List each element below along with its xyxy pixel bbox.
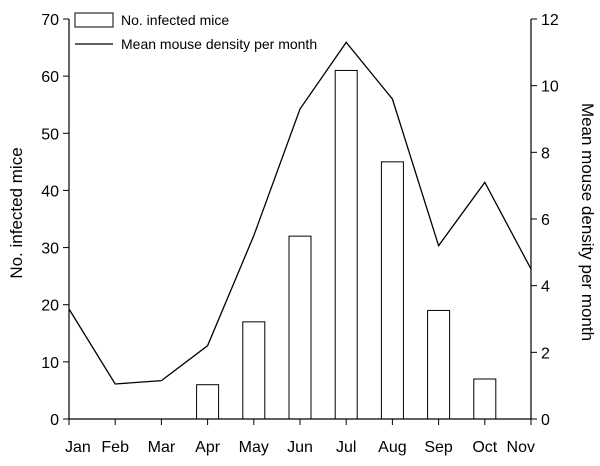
ticks-group: 0 10 20 30 40 50 60 70 0 2 4 6 8 10 12 Jan Feb Mar Apr May J… [41, 12, 559, 456]
x-tick-label: Sep [424, 439, 453, 456]
x-tick-label: May [239, 439, 269, 456]
left-tick-label: 40 [41, 183, 59, 200]
x-tick-label: Jul [336, 439, 356, 456]
bar-jun [288, 235, 312, 420]
right-tick-label: 6 [541, 212, 550, 229]
x-tick-label: Apr [195, 439, 221, 456]
bar-aug [380, 161, 404, 420]
left-tick-label: 10 [41, 355, 59, 372]
right-tick-label: 4 [541, 279, 550, 296]
legend: No. infected mice Mean mouse density per… [74, 12, 317, 52]
bar-jul [334, 69, 358, 420]
left-tick-label: 70 [41, 12, 59, 29]
left-tick-label: 0 [50, 412, 59, 429]
legend-bar-swatch [74, 12, 114, 28]
left-tick-label: 60 [41, 69, 59, 86]
right-tick-label: 10 [541, 79, 559, 96]
bar-apr [196, 384, 220, 420]
density-line [68, 41, 532, 385]
right-tick-label: 8 [541, 145, 550, 162]
right-tick-label: 12 [541, 12, 559, 29]
left-axis-title: No. infected mice [7, 147, 26, 278]
bar-may [242, 321, 266, 420]
right-tick-label: 2 [541, 345, 550, 362]
left-tick-label: 50 [41, 126, 59, 143]
x-tick-label: Mar [148, 439, 176, 456]
legend-line-label: Mean mouse density per month [121, 36, 317, 52]
x-tick-label: Nov [507, 439, 535, 456]
x-tick-label: Jun [287, 439, 313, 456]
x-tick-label: Jan [65, 439, 91, 456]
legend-bar-label: No. infected mice [121, 12, 229, 28]
left-tick-label: 20 [41, 298, 59, 315]
x-tick-label: Feb [101, 439, 129, 456]
bars-group [196, 69, 497, 420]
left-tick-label: 30 [41, 241, 59, 258]
bar-sep [427, 309, 451, 420]
bar-oct [473, 378, 497, 420]
right-axis-title: Mean mouse density per month [578, 103, 597, 341]
line-series-group [68, 41, 532, 385]
x-tick-label: Aug [378, 439, 406, 456]
x-tick-label: Oct [472, 439, 497, 456]
right-tick-label: 0 [541, 412, 550, 429]
